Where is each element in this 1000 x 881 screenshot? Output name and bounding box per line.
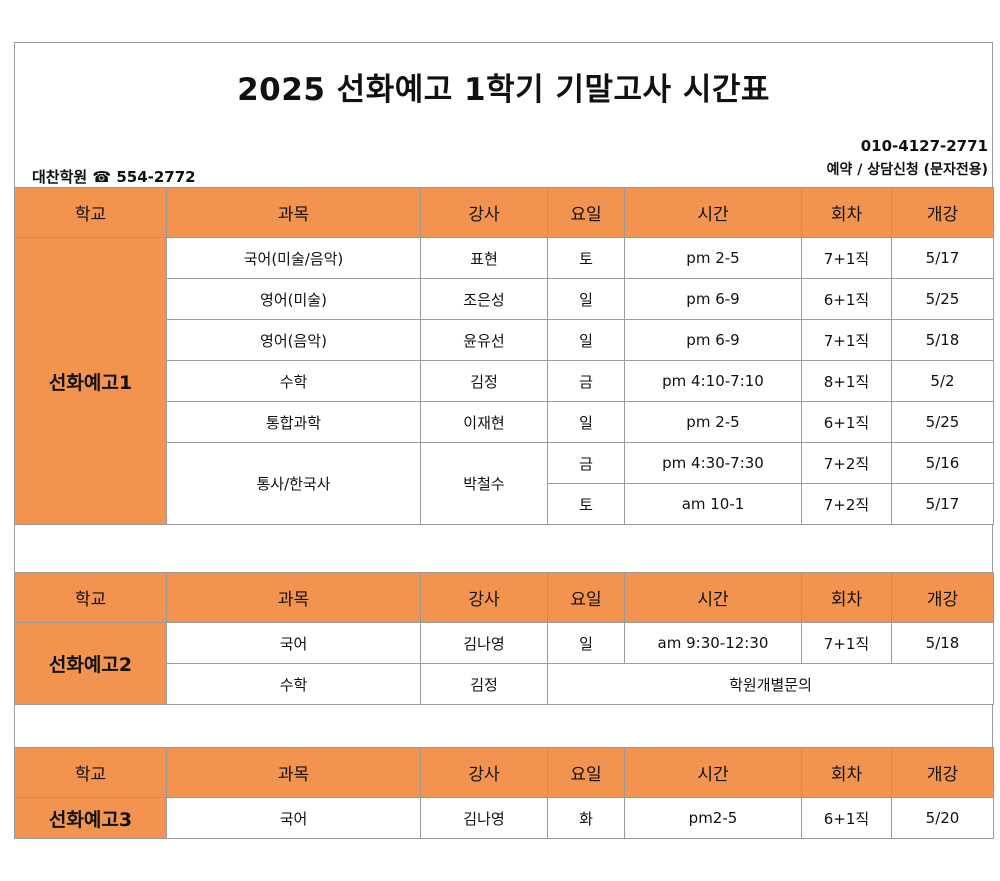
table-row: 수학 김정 금 pm 4:10-7:10 8+1직 5/2 bbox=[15, 360, 994, 402]
time-cell: am 10-1 bbox=[624, 483, 802, 525]
teacher-cell: 조은성 bbox=[420, 278, 548, 320]
sessions-cell: 7+1직 bbox=[801, 237, 892, 279]
sessions-cell: 7+2직 bbox=[801, 483, 892, 525]
start-cell: 5/17 bbox=[891, 483, 994, 525]
header-row: 학교 과목 강사 요일 시간 회차 개강 bbox=[14, 187, 994, 238]
table-row: 선화예고1 국어(미술/음악) 표현 토 pm 2-5 7+1직 5/17 bbox=[14, 237, 994, 525]
schedule-table-3: 학교 과목 강사 요일 시간 회차 개강 선화예고3 국어 김나영 화 pm2-… bbox=[14, 747, 994, 839]
time-cell: pm 4:10-7:10 bbox=[624, 360, 802, 402]
time-cell: pm 4:30-7:30 bbox=[624, 442, 802, 484]
header-school: 학교 bbox=[14, 747, 167, 798]
sessions-cell: 6+1직 bbox=[801, 278, 892, 320]
header-day: 요일 bbox=[547, 187, 625, 238]
time-cell: pm2-5 bbox=[624, 797, 802, 839]
day-cell: 토 bbox=[547, 237, 625, 279]
start-cell: 5/16 bbox=[891, 442, 994, 484]
header-subject: 과목 bbox=[166, 187, 421, 238]
schedule-table-1: 학교 과목 강사 요일 시간 회차 개강 선화예고1 국어(미술/음악) 표현 … bbox=[14, 187, 994, 525]
header-school: 학교 bbox=[14, 187, 167, 238]
header-start: 개강 bbox=[891, 572, 994, 623]
sessions-cell: 6+1직 bbox=[801, 401, 892, 443]
header-sessions: 회차 bbox=[801, 572, 892, 623]
header-time: 시간 bbox=[624, 747, 802, 798]
header-start: 개강 bbox=[891, 187, 994, 238]
header-row: 학교 과목 강사 요일 시간 회차 개강 bbox=[14, 572, 994, 623]
time-cell: am 9:30-12:30 bbox=[624, 622, 802, 664]
header-teacher: 강사 bbox=[420, 747, 548, 798]
inquiry-note-cell: 학원개별문의 bbox=[547, 663, 994, 705]
teacher-cell: 김나영 bbox=[420, 622, 548, 664]
teacher-cell: 김나영 bbox=[420, 797, 548, 839]
school-cell: 선화예고3 bbox=[14, 797, 167, 839]
start-cell: 5/18 bbox=[891, 622, 994, 664]
day-cell: 토 bbox=[547, 483, 625, 525]
subject-cell: 영어(미술) bbox=[166, 278, 421, 320]
header-teacher: 강사 bbox=[420, 187, 548, 238]
time-cell: pm 6-9 bbox=[624, 319, 802, 361]
header-subject: 과목 bbox=[166, 572, 421, 623]
contact-phone: 010-4127-2771 bbox=[860, 137, 988, 155]
start-cell: 5/18 bbox=[891, 319, 994, 361]
start-cell: 5/2 bbox=[891, 360, 994, 402]
time-cell: pm 2-5 bbox=[624, 237, 802, 279]
subject-cell: 통사/한국사 bbox=[166, 442, 421, 525]
header-day: 요일 bbox=[547, 572, 625, 623]
teacher-cell: 박철수 bbox=[420, 442, 548, 525]
academy-contact: 대찬학원 ☎ 554-2772 bbox=[32, 168, 196, 186]
sessions-cell: 7+1직 bbox=[801, 319, 892, 361]
teacher-cell: 표현 bbox=[420, 237, 548, 279]
table-row: 통합과학 이재현 일 pm 2-5 6+1직 5/25 bbox=[15, 401, 994, 443]
table-row: 선화예고2 국어 김나영 일 am 9:30-12:30 7+1직 5/18 bbox=[14, 622, 994, 705]
header-time: 시간 bbox=[624, 572, 802, 623]
subject-cell: 수학 bbox=[166, 360, 421, 402]
table-row: 수학 김정 학원개별문의 bbox=[15, 663, 994, 705]
sessions-cell: 7+1직 bbox=[801, 622, 892, 664]
teacher-cell: 김정 bbox=[420, 663, 548, 705]
header-subject: 과목 bbox=[166, 747, 421, 798]
sessions-cell: 8+1직 bbox=[801, 360, 892, 402]
teacher-cell: 이재현 bbox=[420, 401, 548, 443]
school-cell: 선화예고1 bbox=[14, 237, 167, 525]
header-time: 시간 bbox=[624, 187, 802, 238]
header-teacher: 강사 bbox=[420, 572, 548, 623]
subject-cell: 영어(음악) bbox=[166, 319, 421, 361]
day-cell: 일 bbox=[547, 401, 625, 443]
start-cell: 5/20 bbox=[891, 797, 994, 839]
subject-cell: 통합과학 bbox=[166, 401, 421, 443]
day-cell: 금 bbox=[547, 360, 625, 402]
subject-cell: 국어(미술/음악) bbox=[166, 237, 421, 279]
subject-cell: 국어 bbox=[166, 797, 421, 839]
teacher-cell: 김정 bbox=[420, 360, 548, 402]
start-cell: 5/17 bbox=[891, 237, 994, 279]
subject-cell: 수학 bbox=[166, 663, 421, 705]
subject-cell: 국어 bbox=[166, 622, 421, 664]
header-start: 개강 bbox=[891, 747, 994, 798]
day-cell: 일 bbox=[547, 319, 625, 361]
table-row: 통사/한국사 박철수 금 pm 4:30-7:30 7+2직 5/16 bbox=[15, 442, 994, 525]
header-day: 요일 bbox=[547, 747, 625, 798]
schedule-table-2: 학교 과목 강사 요일 시간 회차 개강 선화예고2 국어 김나영 일 am 9… bbox=[14, 572, 994, 705]
header-school: 학교 bbox=[14, 572, 167, 623]
teacher-cell: 윤유선 bbox=[420, 319, 548, 361]
day-cell: 일 bbox=[547, 278, 625, 320]
school-cell: 선화예고2 bbox=[14, 622, 167, 705]
time-cell: pm 2-5 bbox=[624, 401, 802, 443]
start-cell: 5/25 bbox=[891, 278, 994, 320]
day-cell: 금 bbox=[547, 442, 625, 484]
sessions-cell: 6+1직 bbox=[801, 797, 892, 839]
day-cell: 화 bbox=[547, 797, 625, 839]
header-row: 학교 과목 강사 요일 시간 회차 개강 bbox=[14, 747, 994, 798]
header-sessions: 회차 bbox=[801, 747, 892, 798]
day-cell: 일 bbox=[547, 622, 625, 664]
time-cell: pm 6-9 bbox=[624, 278, 802, 320]
table-row: 선화예고3 국어 김나영 화 pm2-5 6+1직 5/20 bbox=[14, 797, 994, 839]
contact-note: 예약 / 상담신청 (문자전용) bbox=[826, 162, 988, 178]
page-title: 2025 선화예고 1학기 기말고사 시간표 bbox=[237, 72, 770, 108]
table-row: 토 am 10-1 7+2직 5/17 bbox=[15, 483, 994, 525]
sessions-cell: 7+2직 bbox=[801, 442, 892, 484]
start-cell: 5/25 bbox=[891, 401, 994, 443]
table-row: 영어(음악) 윤유선 일 pm 6-9 7+1직 5/18 bbox=[15, 319, 994, 361]
header-sessions: 회차 bbox=[801, 187, 892, 238]
